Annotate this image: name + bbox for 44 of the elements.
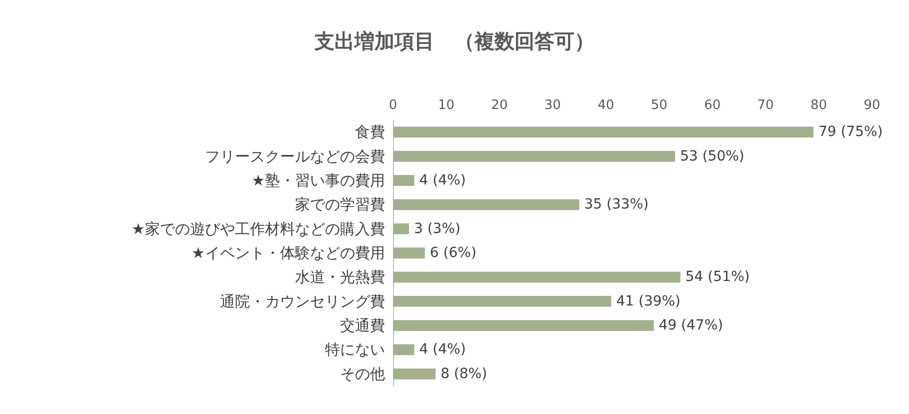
bar [393, 223, 409, 234]
data-label: 49 (47%) [658, 318, 724, 334]
data-label: 6 (6%) [430, 245, 476, 261]
chart-title: 支出増加項目 （複数回答可） [314, 29, 594, 53]
data-label: 53 (50%) [680, 148, 744, 164]
bar [393, 126, 814, 138]
y-tick-label: ★家での遊びや工作材料などの購入費 [132, 220, 385, 238]
bar [393, 320, 654, 331]
x-tick-label: 30 [544, 98, 561, 113]
y-tick-label: フリースクールなどの会費 [205, 147, 385, 166]
data-label: 79 (75%) [818, 124, 883, 140]
bar [393, 175, 414, 186]
x-tick-label: 80 [810, 98, 828, 113]
bar [393, 344, 414, 356]
x-tick-label: 40 [598, 98, 614, 113]
bar [393, 248, 425, 258]
bar [393, 150, 676, 162]
bar [393, 296, 612, 307]
y-tick-label: 家での学習費 [295, 196, 385, 214]
bar [393, 272, 680, 283]
data-label: 8 (8%) [440, 366, 488, 382]
x-tick-label: 70 [757, 98, 774, 113]
y-tick-label: 特にない [325, 340, 385, 359]
x-tick-label: 60 [704, 98, 721, 113]
x-tick-label: 20 [491, 98, 508, 113]
y-tick-label: 通院・カウンセリング費 [220, 292, 385, 310]
bar [393, 199, 580, 210]
x-tick-label: 0 [388, 98, 398, 113]
data-label: 3 (3%) [414, 220, 460, 237]
y-tick-label: 水道・光熱費 [295, 268, 385, 286]
data-label: 41 (39%) [616, 293, 681, 310]
y-tick-label: ★塾・習い事の費用 [252, 171, 385, 190]
y-tick-label: 食費 [355, 123, 385, 142]
data-label: 35 (33%) [584, 196, 649, 213]
data-label: 4 (4%) [419, 172, 466, 188]
x-tick-label: 90 [864, 98, 880, 113]
x-tick-label: 10 [438, 98, 454, 113]
bar [393, 368, 436, 380]
x-tick-label: 50 [650, 98, 668, 113]
data-label: 4 (4%) [419, 342, 466, 358]
y-tick-label: 交通費 [340, 316, 385, 335]
y-tick-label: その他 [340, 364, 385, 383]
data-label: 54 (51%) [685, 269, 750, 286]
y-tick-label: ★イベント・体験などの費用 [192, 244, 385, 262]
